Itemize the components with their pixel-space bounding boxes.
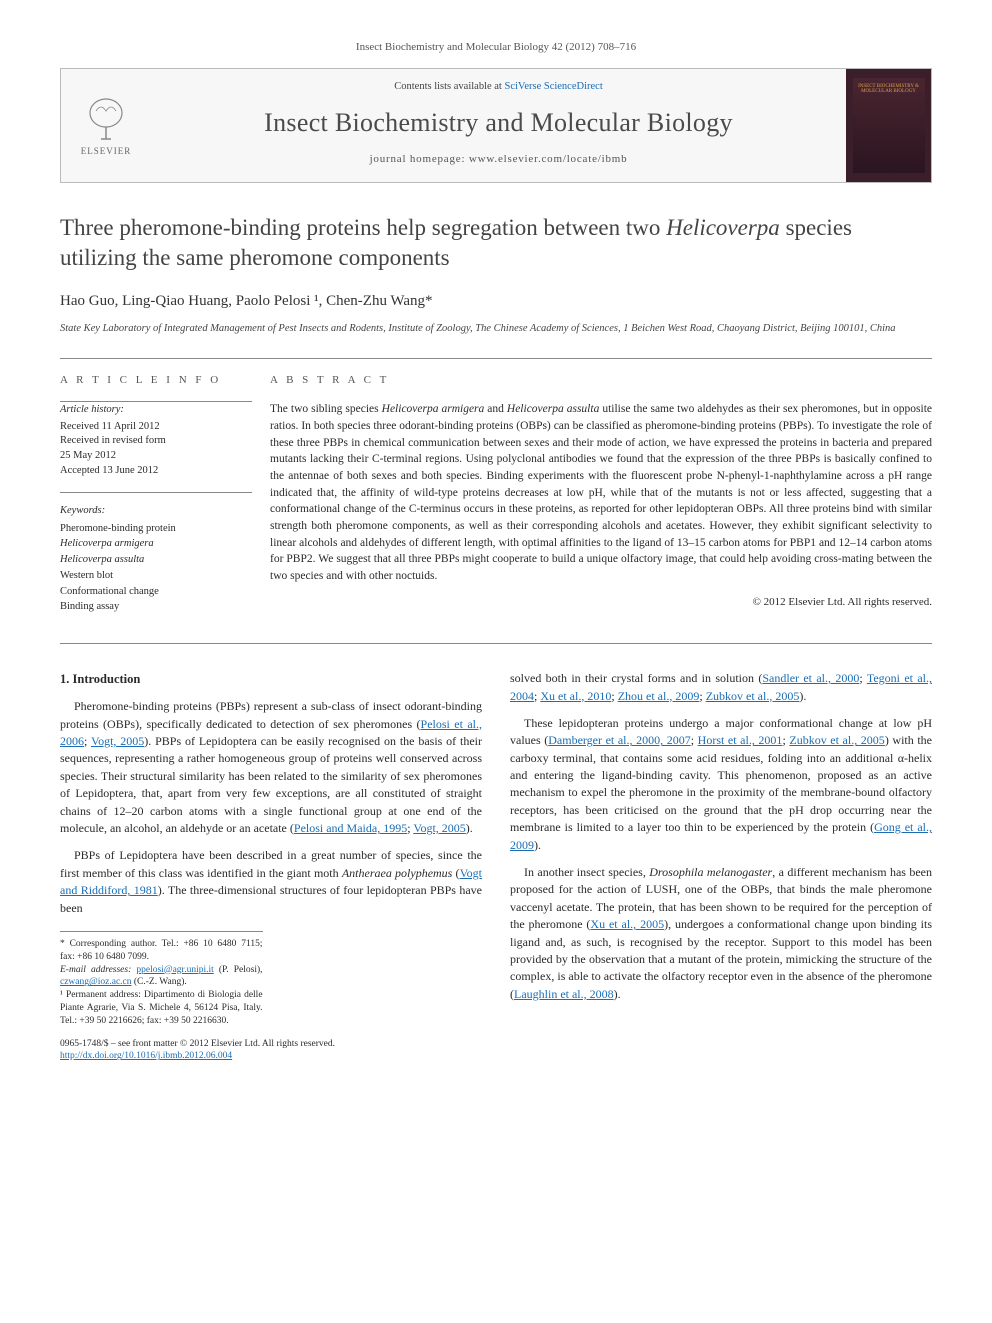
intro-paragraph-1: Pheromone-binding proteins (PBPs) repres…: [60, 698, 482, 837]
history-line: Received in revised form: [60, 434, 252, 449]
intro-paragraph-2b: solved both in their crystal forms and i…: [510, 670, 932, 705]
citation-link[interactable]: Horst et al., 2001: [698, 733, 783, 747]
article-title: Three pheromone-binding proteins help se…: [60, 213, 932, 273]
citation-link[interactable]: Pelosi and Maida, 1995: [294, 821, 407, 835]
section-1-head: 1. Introduction: [60, 670, 482, 688]
affiliation: State Key Laboratory of Integrated Manag…: [60, 322, 932, 336]
doi-link[interactable]: http://dx.doi.org/10.1016/j.ibmb.2012.06…: [60, 1051, 232, 1061]
journal-name: Insect Biochemistry and Molecular Biolog…: [151, 104, 846, 142]
history-line: 25 May 2012: [60, 449, 252, 464]
keywords-label: Keywords:: [60, 503, 252, 518]
email-addresses-line: E-mail addresses: ppelosi@agr.unipi.it (…: [60, 964, 263, 990]
keyword-item: Conformational change: [60, 584, 252, 600]
emails-label: E-mail addresses:: [60, 965, 131, 975]
keywords-list: Pheromone-binding proteinHelicoverpa arm…: [60, 521, 252, 616]
citation-link[interactable]: Vogt, 2005: [91, 734, 144, 748]
publisher-name: ELSEVIER: [81, 145, 132, 158]
bottom-matter: 0965-1748/$ – see front matter © 2012 El…: [60, 1038, 932, 1064]
citation-link[interactable]: Zubkov et al., 2005: [706, 689, 800, 703]
intro-paragraph-4: In another insect species, Drosophila me…: [510, 864, 932, 1003]
cover-thumb-title: INSECT BIOCHEMISTRY & MOLECULAR BIOLOGY: [853, 84, 925, 95]
email-link-pelosi[interactable]: ppelosi@agr.unipi.it: [136, 965, 213, 975]
citation-link[interactable]: Laughlin et al., 2008: [514, 987, 614, 1001]
masthead: ELSEVIER Contents lists available at Sci…: [60, 68, 932, 183]
keyword-item: Helicoverpa assulta: [60, 552, 252, 568]
citation-link[interactable]: Zubkov et al., 2005: [789, 733, 884, 747]
contents-available-line: Contents lists available at SciVerse Sci…: [151, 79, 846, 94]
publisher-logo-box: ELSEVIER: [61, 69, 151, 182]
header-citation: Insect Biochemistry and Molecular Biolog…: [60, 40, 932, 56]
history-line: Received 11 April 2012: [60, 420, 252, 435]
citation-link[interactable]: Xu et al., 2010: [540, 689, 611, 703]
info-rule-2: [60, 492, 252, 493]
contents-prefix: Contents lists available at: [394, 81, 504, 92]
keyword-item: Western blot: [60, 568, 252, 584]
article-history-block: Article history: Received 11 April 2012 …: [60, 402, 252, 478]
authors-list: Hao Guo, Ling-Qiao Huang, Paolo Pelosi ¹…: [60, 291, 932, 313]
elsevier-tree-icon: [81, 93, 131, 143]
journal-cover-box: INSECT BIOCHEMISTRY & MOLECULAR BIOLOGY: [846, 69, 931, 182]
masthead-center: Contents lists available at SciVerse Sci…: [151, 69, 846, 182]
abstract-text: The two sibling species Helicoverpa armi…: [270, 401, 932, 584]
email2-who: (C.-Z. Wang).: [132, 977, 187, 987]
journal-homepage-line: journal homepage: www.elsevier.com/locat…: [151, 152, 846, 168]
email-link-wang[interactable]: czwang@ioz.ac.cn: [60, 977, 132, 987]
abstract-head: A B S T R A C T: [270, 373, 932, 389]
keyword-item: Helicoverpa armigera: [60, 536, 252, 552]
info-abstract-block: A R T I C L E I N F O Article history: R…: [60, 358, 932, 644]
title-italic-species: Helicoverpa: [666, 215, 780, 240]
citation-link[interactable]: Sandler et al., 2000: [762, 671, 859, 685]
intro-paragraph-3: These lepidopteran proteins undergo a ma…: [510, 715, 932, 854]
elsevier-logo: ELSEVIER: [71, 85, 141, 165]
keywords-block: Keywords: Pheromone-binding proteinHelic…: [60, 503, 252, 615]
homepage-prefix: journal homepage:: [370, 153, 469, 165]
email1-who: (P. Pelosi),: [214, 965, 263, 975]
article-info-column: A R T I C L E I N F O Article history: R…: [60, 359, 270, 643]
citation-link[interactable]: Damberger et al., 2000, 2007: [548, 733, 690, 747]
article-info-head: A R T I C L E I N F O: [60, 373, 252, 389]
keyword-item: Binding assay: [60, 599, 252, 615]
abstract-column: A B S T R A C T The two sibling species …: [270, 359, 932, 643]
abstract-copyright: © 2012 Elsevier Ltd. All rights reserved…: [270, 595, 932, 611]
issn-copyright-line: 0965-1748/$ – see front matter © 2012 El…: [60, 1038, 932, 1051]
body-two-columns: 1. Introduction Pheromone-binding protei…: [60, 670, 932, 1028]
citation-link[interactable]: Vogt, 2005: [413, 821, 465, 835]
journal-cover-thumb: INSECT BIOCHEMISTRY & MOLECULAR BIOLOGY: [853, 78, 925, 173]
intro-paragraph-2: PBPs of Lepidoptera have been described …: [60, 847, 482, 917]
keyword-item: Pheromone-binding protein: [60, 521, 252, 537]
citation-link[interactable]: Xu et al., 2005: [590, 917, 664, 931]
citation-link[interactable]: Zhou et al., 2009: [618, 689, 700, 703]
corresponding-author-note: * Corresponding author. Tel.: +86 10 648…: [60, 938, 263, 964]
title-part1: Three pheromone-binding proteins help se…: [60, 215, 660, 240]
history-line: Accepted 13 June 2012: [60, 464, 252, 479]
journal-homepage-link[interactable]: www.elsevier.com/locate/ibmb: [469, 153, 628, 165]
sciencedirect-link[interactable]: SciVerse ScienceDirect: [504, 81, 602, 92]
history-label: Article history:: [60, 402, 252, 417]
permanent-address-note: ¹ Permanent address: Dipartimento di Bio…: [60, 989, 263, 1027]
footnotes-block: * Corresponding author. Tel.: +86 10 648…: [60, 931, 263, 1028]
